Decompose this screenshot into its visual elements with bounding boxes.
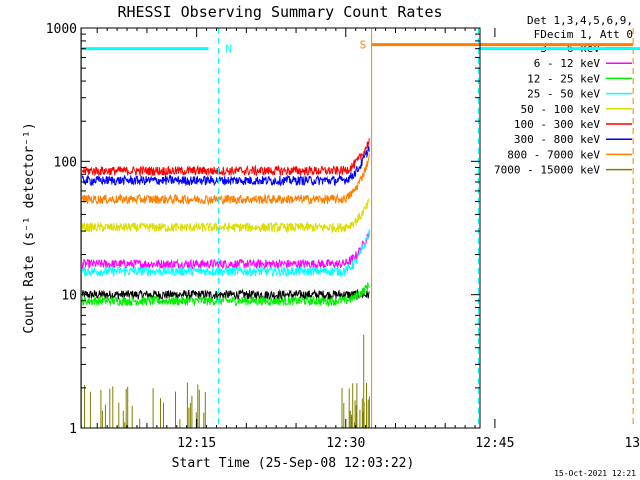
series-7000-15000-kev [81,334,370,428]
legend-header-line-1: Det 1,3,4,5,6,9, [527,14,633,27]
series-50-100-kev [81,198,370,234]
series-800-7000-kev [81,153,370,206]
plot-frame [80,27,481,429]
x-tick-label: 13:00 [624,436,640,451]
legend-entry-label: 25 - 50 keV [527,88,600,101]
legend-entry-label: 6 - 12 keV [534,57,601,70]
legend-entry-label: 300 - 800 keV [514,133,600,146]
night-flag-label: N [226,43,233,56]
legend-entry-label: 7000 - 15000 keV [494,164,600,177]
y-tick-label: 10 [61,289,77,304]
legend-entry-label: 12 - 25 keV [527,72,600,85]
x-tick-label: 12:45 [475,436,514,451]
saa-flag-label: S [360,39,367,52]
y-tick-label: 100 [54,155,77,170]
series-6-12-kev [81,230,370,271]
series-300-800-kev [81,145,370,187]
y-axis-label: Count Rate (s⁻¹ detector⁻¹) [22,122,37,333]
x-tick-label: 12:15 [177,436,216,451]
legend-entry-label: 100 - 300 keV [514,118,600,131]
x-axis-label: Start Time (25-Sep-08 12:03:22) [172,456,415,471]
chart-title: RHESSI Observing Summary Count Rates [117,3,442,21]
y-tick-label: 1 [69,422,77,437]
footer-date: 15-Oct-2021 12:21 [554,469,636,478]
series-100-300-kev [81,138,370,178]
series-12-25-kev [81,282,370,308]
x-tick-label: 12:30 [326,436,365,451]
legend-header-line-2: FDecim 1, Att 0 [534,28,633,41]
series-25-50-kev [81,229,370,278]
y-tick-label: 1000 [46,22,77,37]
legend-entry-label: 50 - 100 keV [521,103,601,116]
legend-entry-label: 800 - 7000 keV [507,148,600,161]
